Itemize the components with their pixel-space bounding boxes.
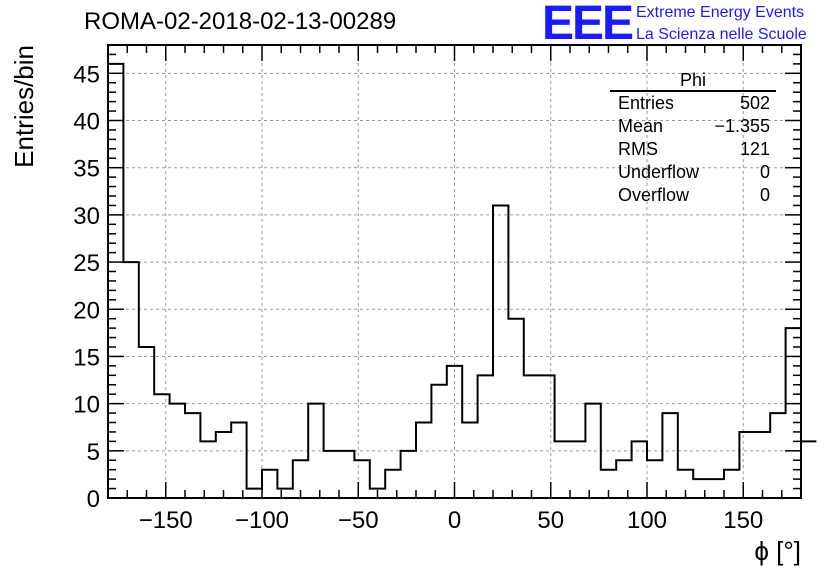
x-tick-label: 50	[537, 507, 564, 534]
histogram-bin	[200, 441, 215, 498]
chart-title: ROMA-02-2018-02-13-00289	[84, 8, 397, 35]
x-tick-label: 150	[723, 507, 763, 534]
histogram-bin	[431, 385, 446, 498]
histogram-bin	[616, 460, 631, 498]
histogram-bin	[724, 470, 739, 498]
histogram-bin	[462, 423, 477, 499]
logo-caption-line1: Extreme Energy Events	[636, 4, 805, 21]
y-tick-label: 20	[73, 297, 100, 324]
x-tick-label: −150	[139, 507, 193, 534]
histogram-bin	[539, 375, 554, 498]
histogram-bin	[709, 479, 724, 498]
histogram-bin	[493, 205, 508, 498]
stats-label: Entries	[618, 93, 675, 113]
histogram-bin	[185, 413, 200, 498]
histogram-bin	[632, 441, 647, 498]
histogram-bin	[308, 404, 323, 498]
y-tick-label: 30	[73, 203, 100, 230]
grid-lines	[108, 45, 801, 498]
histogram-bin	[770, 413, 785, 498]
logo-caption-line2: La Scienza nelle Scuole	[636, 26, 807, 43]
histogram-bin	[585, 404, 600, 498]
histogram-bin	[647, 460, 662, 498]
histogram-bin	[324, 451, 339, 498]
histogram-bin	[401, 451, 416, 498]
histogram-outline	[107, 62, 817, 498]
x-tick-label: −100	[235, 507, 289, 534]
y-tick-label: 40	[73, 109, 100, 136]
histogram-bin	[247, 489, 262, 498]
histogram-bin	[662, 413, 677, 498]
stats-title: Phi	[610, 70, 776, 92]
stats-row-overflow: Overflow 0	[610, 184, 776, 207]
stats-value: 0	[759, 185, 770, 205]
y-tick-label: 35	[73, 156, 100, 183]
histogram-bin	[739, 432, 754, 498]
histogram-series	[107, 62, 817, 499]
y-tick-label: 0	[87, 486, 100, 513]
histogram-bin	[262, 470, 277, 498]
stats-value: 0	[759, 162, 770, 182]
histogram-bin	[801, 441, 816, 498]
histogram-bin	[154, 394, 169, 498]
histogram-bin	[524, 375, 539, 498]
histogram-bin	[139, 347, 154, 498]
stats-value: −1.355	[714, 116, 770, 136]
histogram-bin	[416, 423, 431, 499]
histogram-bin	[755, 432, 770, 498]
y-tick-label: 15	[73, 344, 100, 371]
histogram-bin	[478, 375, 493, 498]
stats-label: Mean	[618, 116, 664, 136]
histogram-bin	[508, 319, 523, 498]
y-tick-label: 10	[73, 392, 100, 419]
histogram-bin	[693, 479, 708, 498]
stats-value: 502	[739, 93, 770, 113]
histogram-bin	[354, 460, 369, 498]
y-tick-label: 25	[73, 250, 100, 277]
eee-logo: EEE	[542, 0, 634, 50]
histogram-bin	[555, 441, 570, 498]
stats-row-entries: Entries 502	[610, 92, 776, 115]
logo-caption: Extreme Energy Events La Scienza nelle S…	[636, 2, 807, 46]
y-tick-label: 45	[73, 61, 100, 88]
axes: −150 −100 −50 0 50 100 150 0 5 10 15 20 25 30 35 40 45 ϕ …	[9, 44, 802, 566]
histogram-bin	[570, 441, 585, 498]
stats-row-rms: RMS 121	[610, 138, 776, 161]
stats-label: Underflow	[618, 162, 700, 182]
histogram-bin	[123, 262, 138, 498]
y-tick-label: 5	[87, 439, 100, 466]
y-axis-label: Entries/bin	[9, 45, 39, 168]
histogram-bin	[277, 489, 292, 498]
x-tick-label: 100	[627, 507, 667, 534]
stats-row-mean: Mean −1.355	[610, 115, 776, 138]
stats-box: Phi Entries 502 Mean −1.355 RMS 121 Unde…	[610, 70, 776, 207]
histogram-bin	[339, 451, 354, 498]
stats-value: 121	[739, 139, 770, 159]
x-tick-label: 0	[448, 507, 461, 534]
x-tick-label: −50	[338, 507, 379, 534]
stats-label: RMS	[618, 139, 658, 159]
histogram-bin	[231, 423, 246, 499]
stats-label: Overflow	[618, 185, 690, 205]
stats-row-underflow: Underflow 0	[610, 161, 776, 184]
x-axis-label: ϕ [°]	[754, 536, 801, 566]
histogram-bin	[385, 470, 400, 498]
histogram-bin	[216, 432, 231, 498]
